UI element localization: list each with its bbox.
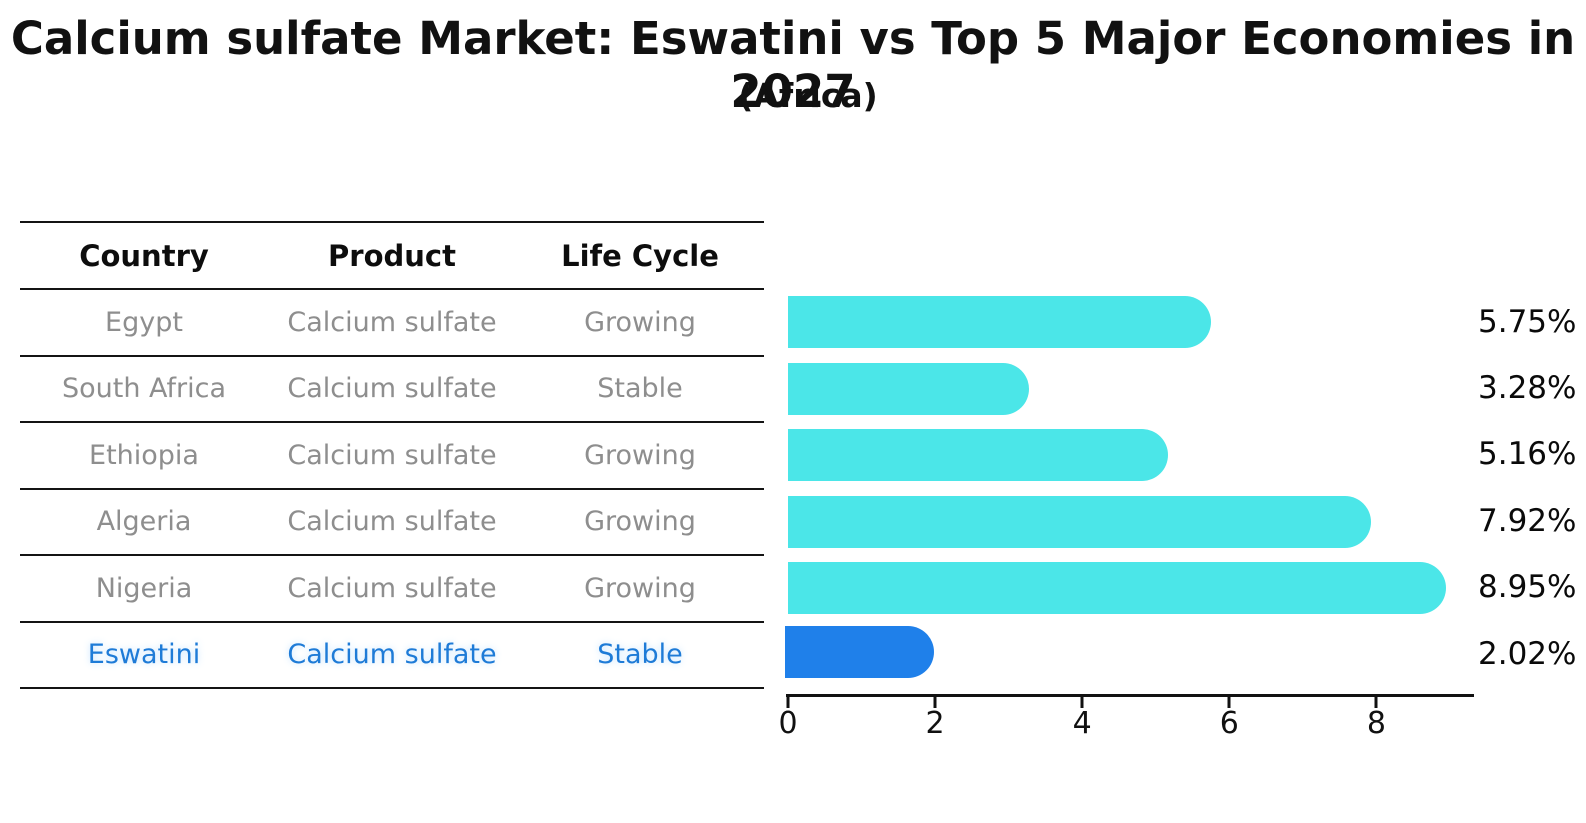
- life-cycle-cell: Growing: [584, 572, 696, 604]
- country-table: Country Product Life Cycle Egypt Calcium…: [20, 221, 764, 689]
- value-label-eswatini: 2.02%: [1478, 636, 1577, 672]
- x-tick-mark: [786, 697, 790, 708]
- chart-title: Calcium sulfate Market: Eswatini vs Top …: [10, 12, 1576, 118]
- bar-eswatini: [785, 626, 934, 678]
- table-row: Algeria Calcium sulfate Growing: [20, 490, 764, 556]
- table-row: South Africa Calcium sulfate Stable: [20, 357, 764, 423]
- table-row: Egypt Calcium sulfate Growing: [20, 290, 764, 357]
- table-row: Ethiopia Calcium sulfate Growing: [20, 423, 764, 490]
- x-tick-mark: [1080, 697, 1084, 708]
- value-label-nigeria: 8.95%: [1478, 569, 1577, 605]
- value-label-egypt: 5.75%: [1478, 304, 1577, 340]
- x-tick-label: 8: [1366, 706, 1386, 741]
- bar-south-africa: [788, 363, 1030, 415]
- life-cycle-cell: Growing: [584, 506, 696, 538]
- country-cell: Eswatini: [87, 639, 201, 671]
- col-header-country: Country: [79, 238, 209, 273]
- country-cell: South Africa: [61, 373, 227, 405]
- x-tick-label: 2: [925, 706, 945, 741]
- x-tick-label: 4: [1072, 706, 1092, 741]
- country-cell: Algeria: [96, 506, 192, 538]
- bar-ethiopia: [788, 429, 1168, 481]
- chart-subtitle: (Africa): [738, 76, 878, 115]
- bar-plot: [785, 0, 1472, 823]
- country-cell: Ethiopia: [89, 439, 199, 471]
- life-cycle-cell: Stable: [597, 373, 683, 405]
- col-header-product: Product: [328, 238, 456, 273]
- product-cell: Calcium sulfate: [287, 373, 497, 405]
- product-cell: Calcium sulfate: [287, 439, 497, 471]
- product-cell: Calcium sulfate: [287, 306, 497, 338]
- country-cell: Nigeria: [95, 572, 193, 604]
- bar-algeria: [788, 496, 1371, 548]
- x-tick-label: 0: [778, 706, 798, 741]
- value-label-ethiopia: 5.16%: [1478, 436, 1577, 472]
- x-tick-mark: [1227, 697, 1231, 708]
- life-cycle-cell: Growing: [584, 439, 696, 471]
- country-cell: Egypt: [105, 306, 183, 338]
- x-axis-line: [786, 694, 1474, 697]
- x-tick-mark: [1374, 697, 1378, 708]
- x-tick-label: 6: [1219, 706, 1239, 741]
- life-cycle-cell: Stable: [597, 639, 683, 671]
- col-header-life-cycle: Life Cycle: [561, 238, 719, 273]
- table-header-row: Country Product Life Cycle: [20, 223, 764, 290]
- product-cell: Calcium sulfate: [287, 572, 497, 604]
- table-row: Nigeria Calcium sulfate Growing: [20, 556, 764, 623]
- bar-nigeria: [788, 562, 1447, 614]
- product-cell: Calcium sulfate: [287, 639, 497, 671]
- value-label-algeria: 7.92%: [1478, 503, 1577, 539]
- bar-egypt: [788, 296, 1211, 348]
- x-tick-mark: [933, 697, 937, 708]
- product-cell: Calcium sulfate: [287, 506, 497, 538]
- value-label-south-africa: 3.28%: [1478, 370, 1577, 406]
- life-cycle-cell: Growing: [584, 306, 696, 338]
- table-row-eswatini: Eswatini Calcium sulfate Stable: [20, 623, 764, 689]
